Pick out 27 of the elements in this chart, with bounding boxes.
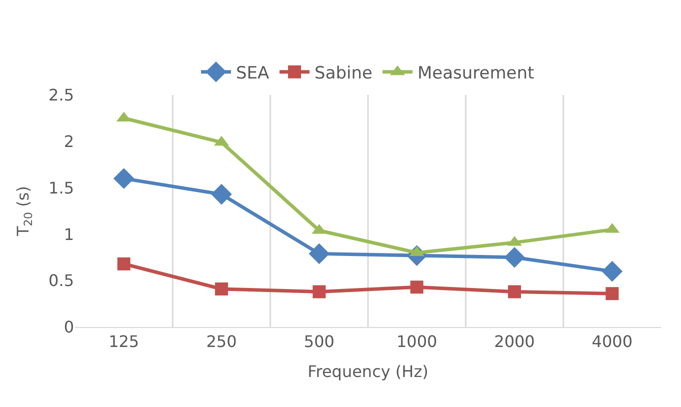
point <box>606 287 619 300</box>
x-axis-title: Frequency (Hz) <box>308 362 428 381</box>
x-tick-label: 500 <box>304 332 334 352</box>
point <box>308 243 330 264</box>
legend-label: Sabine <box>314 64 372 84</box>
x-tick-label: 125 <box>108 332 140 352</box>
y-tick-label: 2 <box>64 132 74 151</box>
x-tick-label: 1000 <box>396 332 438 352</box>
point <box>602 260 623 282</box>
point <box>504 247 525 268</box>
y-tick-label: 2.5 <box>48 86 74 105</box>
point <box>215 282 228 296</box>
point <box>312 285 326 298</box>
legend-label: Measurement <box>418 64 535 84</box>
legend-label: SEA <box>236 64 270 84</box>
point <box>113 168 134 189</box>
point <box>117 257 130 270</box>
point <box>508 285 521 298</box>
y-tick-label: 0.5 <box>48 271 74 290</box>
x-tick-label: 250 <box>206 332 237 352</box>
point <box>211 184 232 205</box>
y-tick-label: 0 <box>64 318 74 337</box>
y-tick-label: 1 <box>64 224 74 244</box>
x-tick-label: 4000 <box>592 332 633 352</box>
y-tick-label: 1.5 <box>48 178 74 198</box>
point <box>410 280 424 294</box>
x-tick-label: 2000 <box>494 332 535 352</box>
